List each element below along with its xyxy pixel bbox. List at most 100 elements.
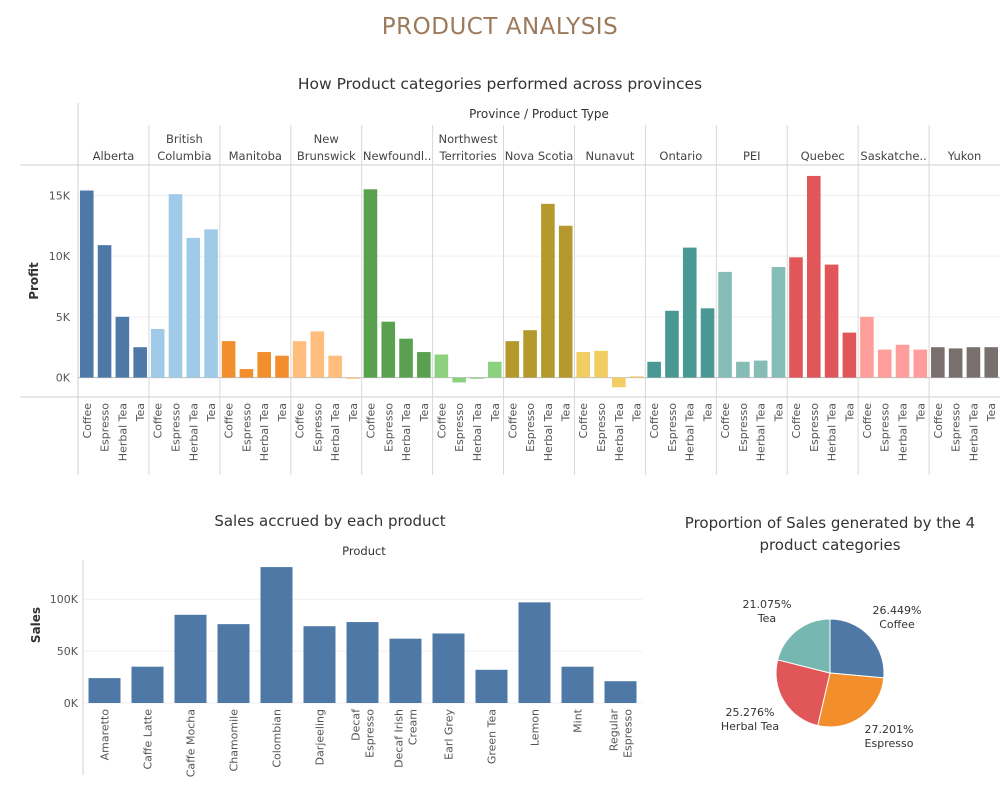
sales-bar-decaf-espresso[interactable] — [346, 622, 379, 703]
pie-category-label-coffee: Coffee — [879, 618, 915, 631]
pie-pct-label-coffee: 26.449% — [873, 604, 922, 617]
profit-x-tick-label: Coffee — [506, 403, 519, 439]
sales-bar-regular-espresso[interactable] — [604, 681, 637, 703]
profit-bar-newfoundl-tea[interactable] — [417, 352, 431, 378]
province-label-northwest-territories: Territories — [439, 149, 497, 163]
profit-bar-nova-scotia-tea[interactable] — [558, 225, 573, 378]
profit-bar-ontario-herbal-tea[interactable] — [682, 247, 697, 378]
sales-x-tick-label-lemon: Lemon — [529, 709, 542, 746]
profit-x-tick-label: Tea — [276, 403, 289, 422]
profit-y-tick-label: 0K — [56, 372, 71, 385]
profit-bar-northwest-territories-herbal-tea[interactable] — [470, 377, 484, 379]
sales-bar-amaretto[interactable] — [88, 678, 121, 703]
profit-bar-british-columbia-herbal-tea[interactable] — [186, 237, 201, 378]
sales-y-axis-label: Sales — [29, 607, 43, 643]
profit-x-tick-label: Espresso — [737, 403, 750, 452]
profit-bar-pei-espresso[interactable] — [736, 361, 750, 378]
profit-bar-ontario-coffee[interactable] — [647, 361, 661, 378]
profit-bar-saskatche-coffee[interactable] — [860, 316, 874, 378]
sales-x-tick-label-caffe-latte: Caffe Latte — [142, 709, 155, 770]
profit-bar-alberta-coffee[interactable] — [79, 190, 94, 378]
profit-bar-pei-herbal-tea[interactable] — [753, 360, 768, 378]
profit-bar-saskatche-herbal-tea[interactable] — [895, 344, 910, 378]
profit-bar-yukon-coffee[interactable] — [931, 347, 945, 378]
profit-bar-british-columbia-coffee[interactable] — [150, 328, 165, 378]
profit-x-tick-label: Herbal Tea — [684, 403, 697, 461]
profit-bar-british-columbia-espresso[interactable] — [168, 194, 183, 378]
profit-bar-yukon-espresso[interactable] — [948, 348, 963, 378]
profit-bar-new-brunswick-tea[interactable] — [346, 377, 360, 379]
profit-bar-nova-scotia-espresso[interactable] — [523, 330, 537, 378]
sales-bar-caffe-mocha[interactable] — [174, 614, 207, 703]
pie-slice-espresso[interactable] — [817, 672, 885, 728]
profit-bar-new-brunswick-espresso[interactable] — [310, 331, 325, 378]
sales-bar-chamomile[interactable] — [217, 624, 250, 703]
profit-bar-ontario-tea[interactable] — [700, 308, 715, 378]
profit-x-tick-label: Coffee — [435, 403, 448, 439]
profit-bar-manitoba-tea[interactable] — [275, 355, 289, 378]
sales-bar-earl-grey[interactable] — [432, 633, 465, 703]
profit-bar-new-brunswick-coffee[interactable] — [292, 341, 307, 378]
sales-bar-colombian[interactable] — [260, 567, 293, 703]
profit-bar-nunavut-herbal-tea[interactable] — [612, 377, 626, 388]
profit-bar-newfoundl-coffee[interactable] — [363, 189, 378, 378]
profit-y-tick-label: 5K — [56, 311, 71, 324]
profit-x-tick-label: Tea — [985, 403, 998, 422]
province-label-ontario: Ontario — [659, 149, 702, 163]
profit-bar-quebec-tea[interactable] — [842, 332, 857, 378]
profit-x-tick-label: Herbal Tea — [329, 403, 342, 461]
profit-bar-alberta-herbal-tea[interactable] — [115, 316, 130, 378]
pie-chart-title: Proportion of Sales generated by the 4 p… — [660, 512, 1000, 556]
profit-bar-nova-scotia-herbal-tea[interactable] — [541, 203, 555, 378]
profit-bar-nunavut-tea[interactable] — [629, 376, 644, 378]
profit-bar-quebec-espresso[interactable] — [806, 175, 821, 378]
profit-bar-pei-coffee[interactable] — [718, 271, 732, 378]
profit-bar-newfoundl-herbal-tea[interactable] — [399, 338, 413, 378]
pie-category-label-tea: Tea — [757, 612, 776, 625]
sales-bar-green-tea[interactable] — [475, 669, 508, 703]
profit-bar-newfoundl-espresso[interactable] — [381, 321, 396, 378]
profit-bar-manitoba-coffee[interactable] — [221, 341, 236, 378]
sales-bar-darjeeling[interactable] — [303, 626, 336, 703]
province-label-british-columbia: Columbia — [157, 149, 211, 163]
profit-bar-quebec-coffee[interactable] — [789, 257, 803, 378]
profit-bar-new-brunswick-herbal-tea[interactable] — [328, 355, 342, 378]
profit-x-tick-label: Herbal Tea — [258, 403, 271, 461]
profit-bar-saskatche-tea[interactable] — [913, 349, 928, 378]
profit-bar-yukon-herbal-tea[interactable] — [966, 347, 981, 378]
profit-bar-nunavut-espresso[interactable] — [594, 350, 608, 378]
sales-x-tick-label-chamomile: Chamomile — [228, 709, 241, 772]
profit-bar-pei-tea[interactable] — [771, 267, 786, 378]
pie-slice-herbal-tea[interactable] — [775, 659, 831, 727]
profit-bar-saskatche-espresso[interactable] — [877, 349, 892, 378]
province-label-northwest-territories: Northwest — [438, 132, 498, 146]
profit-x-tick-label: Espresso — [950, 403, 963, 452]
profit-bar-alberta-espresso[interactable] — [97, 245, 112, 378]
profit-x-tick-label: Herbal Tea — [116, 403, 129, 461]
profit-bar-nova-scotia-coffee[interactable] — [505, 341, 520, 378]
sales-bar-caffe-latte[interactable] — [131, 666, 164, 703]
profit-bar-northwest-territories-espresso[interactable] — [452, 377, 466, 383]
sales-x-tick-label-mint: Mint — [572, 708, 585, 733]
profit-bar-northwest-territories-coffee[interactable] — [434, 354, 449, 378]
profit-bar-quebec-herbal-tea[interactable] — [824, 264, 839, 378]
province-label-newfoundl: Newfoundl.. — [363, 149, 432, 163]
profit-bar-yukon-tea[interactable] — [984, 347, 999, 378]
pie-slice-tea[interactable] — [777, 618, 831, 674]
province-label-british-columbia: British — [166, 132, 203, 146]
profit-bar-british-columbia-tea[interactable] — [204, 229, 218, 378]
sales-x-tick-label-decaf-irish-cream: Cream — [407, 709, 420, 745]
profit-x-tick-label: Herbal Tea — [187, 403, 200, 461]
sales-bar-decaf-irish-cream[interactable] — [389, 638, 422, 703]
province-label-saskatche: Saskatche.. — [860, 149, 926, 163]
profit-bar-alberta-tea[interactable] — [133, 347, 147, 378]
sales-bar-lemon[interactable] — [518, 602, 551, 703]
profit-bar-nunavut-coffee[interactable] — [576, 352, 591, 378]
pie-slice-coffee[interactable] — [829, 618, 885, 679]
profit-bar-manitoba-espresso[interactable] — [239, 369, 254, 378]
sales-bar-mint[interactable] — [561, 666, 594, 703]
profit-bar-ontario-espresso[interactable] — [665, 310, 679, 378]
profit-bar-northwest-territories-tea[interactable] — [487, 361, 502, 378]
profit-bar-manitoba-herbal-tea[interactable] — [257, 352, 272, 378]
